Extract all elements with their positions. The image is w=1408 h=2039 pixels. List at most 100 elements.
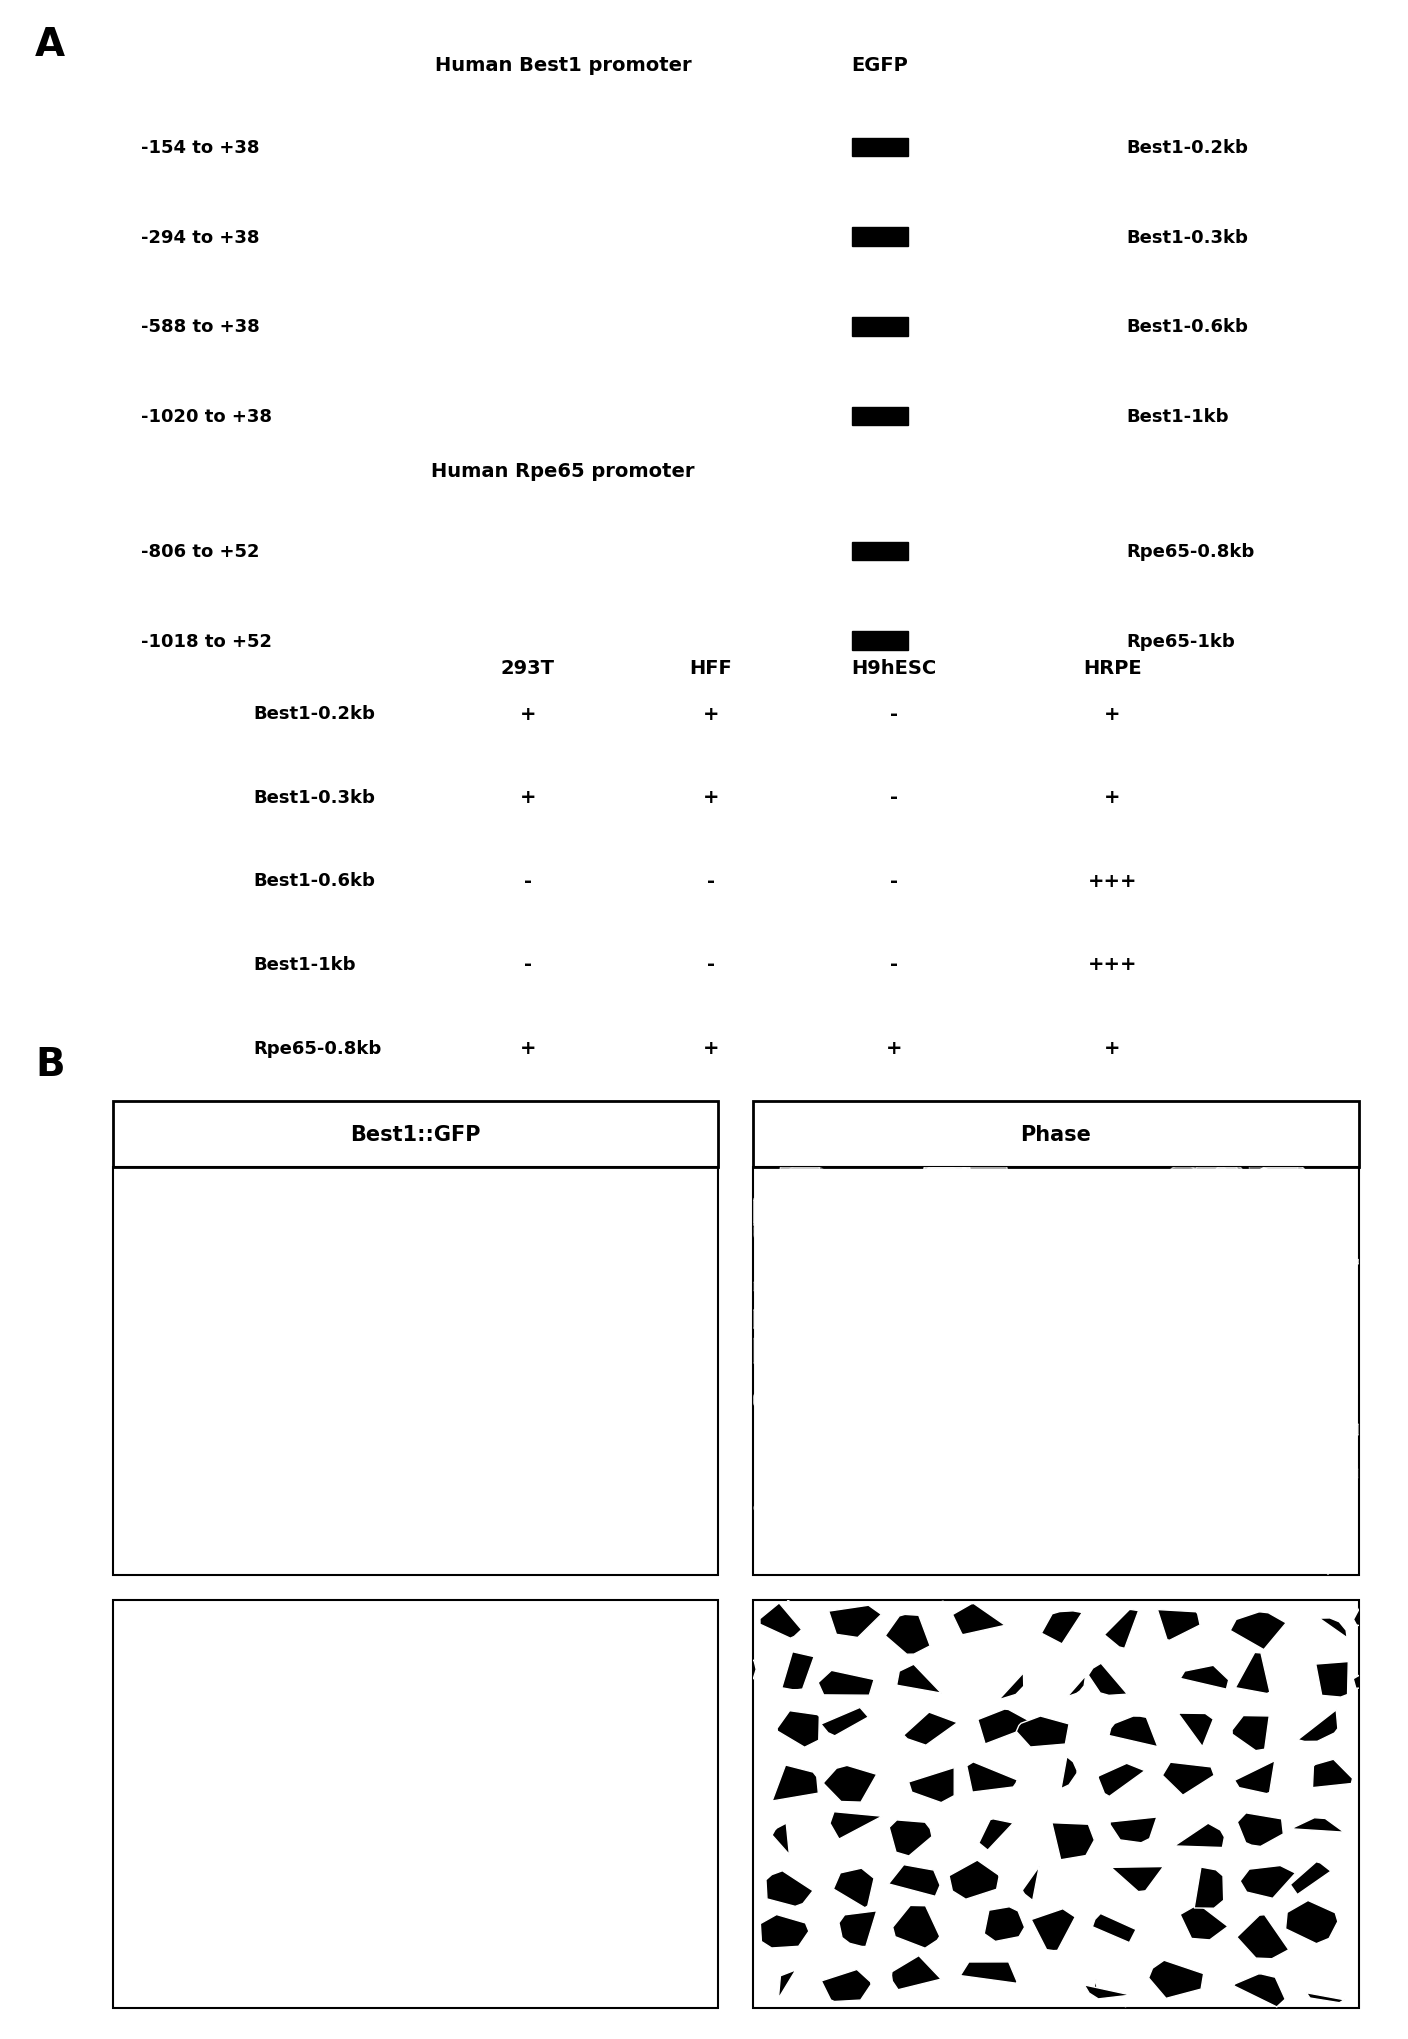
Circle shape <box>988 1309 1022 1331</box>
Circle shape <box>748 1283 760 1291</box>
Circle shape <box>922 1352 943 1366</box>
Circle shape <box>545 1293 567 1307</box>
Circle shape <box>315 1786 320 1790</box>
Circle shape <box>1083 1340 1093 1346</box>
Circle shape <box>921 1187 936 1197</box>
Circle shape <box>470 1521 480 1527</box>
Circle shape <box>1011 1236 1057 1266</box>
Polygon shape <box>1290 1862 1331 1894</box>
Circle shape <box>252 1411 280 1431</box>
Circle shape <box>972 1423 993 1437</box>
Circle shape <box>584 1334 607 1350</box>
Circle shape <box>1236 1336 1246 1342</box>
Circle shape <box>493 1847 505 1855</box>
Circle shape <box>260 1368 273 1376</box>
Circle shape <box>341 1272 351 1280</box>
Circle shape <box>1012 1541 1028 1552</box>
Circle shape <box>1311 1258 1338 1276</box>
Circle shape <box>886 1321 900 1331</box>
Text: Phase: Phase <box>1021 1123 1091 1144</box>
Circle shape <box>280 1527 313 1548</box>
Circle shape <box>1259 1544 1267 1552</box>
Circle shape <box>1246 1221 1271 1240</box>
Circle shape <box>615 1368 649 1391</box>
Circle shape <box>1090 1187 1131 1213</box>
Circle shape <box>259 1472 269 1480</box>
Circle shape <box>1074 1423 1101 1440</box>
Circle shape <box>1149 1311 1193 1340</box>
Text: HFF: HFF <box>690 659 732 677</box>
Polygon shape <box>1249 2012 1300 2039</box>
Circle shape <box>821 1227 857 1252</box>
Circle shape <box>304 1474 311 1478</box>
Polygon shape <box>1100 2008 1149 2037</box>
Circle shape <box>175 1252 210 1276</box>
Circle shape <box>142 1623 158 1633</box>
Circle shape <box>317 1484 334 1495</box>
Circle shape <box>493 1464 511 1476</box>
Polygon shape <box>839 1911 877 1947</box>
Circle shape <box>957 1366 1005 1399</box>
Circle shape <box>315 1764 324 1770</box>
Polygon shape <box>897 1664 942 1692</box>
Circle shape <box>366 1674 382 1684</box>
Circle shape <box>1026 1225 1035 1232</box>
Circle shape <box>377 1486 391 1495</box>
Circle shape <box>1263 1280 1297 1303</box>
Text: -294 to +38: -294 to +38 <box>141 228 259 247</box>
Circle shape <box>834 1382 845 1391</box>
Circle shape <box>1028 1221 1055 1240</box>
Bar <box>113 1601 718 2008</box>
Circle shape <box>269 1974 279 1982</box>
Circle shape <box>1015 1407 1057 1435</box>
Circle shape <box>280 1189 294 1199</box>
Circle shape <box>763 1360 810 1393</box>
Circle shape <box>1284 1505 1300 1515</box>
Circle shape <box>1208 1195 1247 1219</box>
Circle shape <box>924 1260 953 1280</box>
Circle shape <box>1316 1344 1329 1352</box>
Polygon shape <box>772 1766 818 1800</box>
Circle shape <box>286 1195 296 1203</box>
Circle shape <box>856 1482 869 1493</box>
Circle shape <box>232 1780 244 1788</box>
Circle shape <box>850 1197 884 1219</box>
Circle shape <box>650 1876 659 1882</box>
Circle shape <box>848 1250 862 1258</box>
Polygon shape <box>1062 1758 1077 1788</box>
Circle shape <box>170 1338 193 1354</box>
Polygon shape <box>760 1915 808 1947</box>
Polygon shape <box>1194 1868 1224 1909</box>
Circle shape <box>994 1201 1021 1219</box>
Circle shape <box>1095 1470 1104 1476</box>
Text: Rpe65-1kb: Rpe65-1kb <box>1126 632 1235 650</box>
Circle shape <box>814 1252 856 1280</box>
Polygon shape <box>1017 1717 1069 1747</box>
Ellipse shape <box>331 1670 524 1760</box>
Circle shape <box>974 1403 1012 1429</box>
Circle shape <box>493 1943 505 1951</box>
Circle shape <box>803 1262 836 1285</box>
Circle shape <box>1202 1348 1219 1358</box>
Polygon shape <box>953 1605 1005 1635</box>
Text: -: - <box>524 871 532 891</box>
Circle shape <box>436 1440 444 1444</box>
Text: b: b <box>1316 1187 1328 1205</box>
Polygon shape <box>765 1562 804 1601</box>
Text: +: + <box>886 1121 903 1142</box>
Circle shape <box>1283 1193 1304 1207</box>
Circle shape <box>293 1280 300 1285</box>
Circle shape <box>1178 1403 1211 1425</box>
Circle shape <box>337 1949 344 1953</box>
Polygon shape <box>760 1603 801 1639</box>
Text: Best1::GFP: Best1::GFP <box>351 1123 480 1144</box>
Circle shape <box>681 1825 690 1831</box>
Circle shape <box>1035 1356 1055 1370</box>
Circle shape <box>917 1497 922 1501</box>
Circle shape <box>1319 1327 1340 1342</box>
Circle shape <box>867 1446 880 1454</box>
Circle shape <box>1169 1166 1198 1185</box>
Circle shape <box>1321 1287 1345 1303</box>
Bar <box>852 542 908 561</box>
Polygon shape <box>680 1809 734 1851</box>
